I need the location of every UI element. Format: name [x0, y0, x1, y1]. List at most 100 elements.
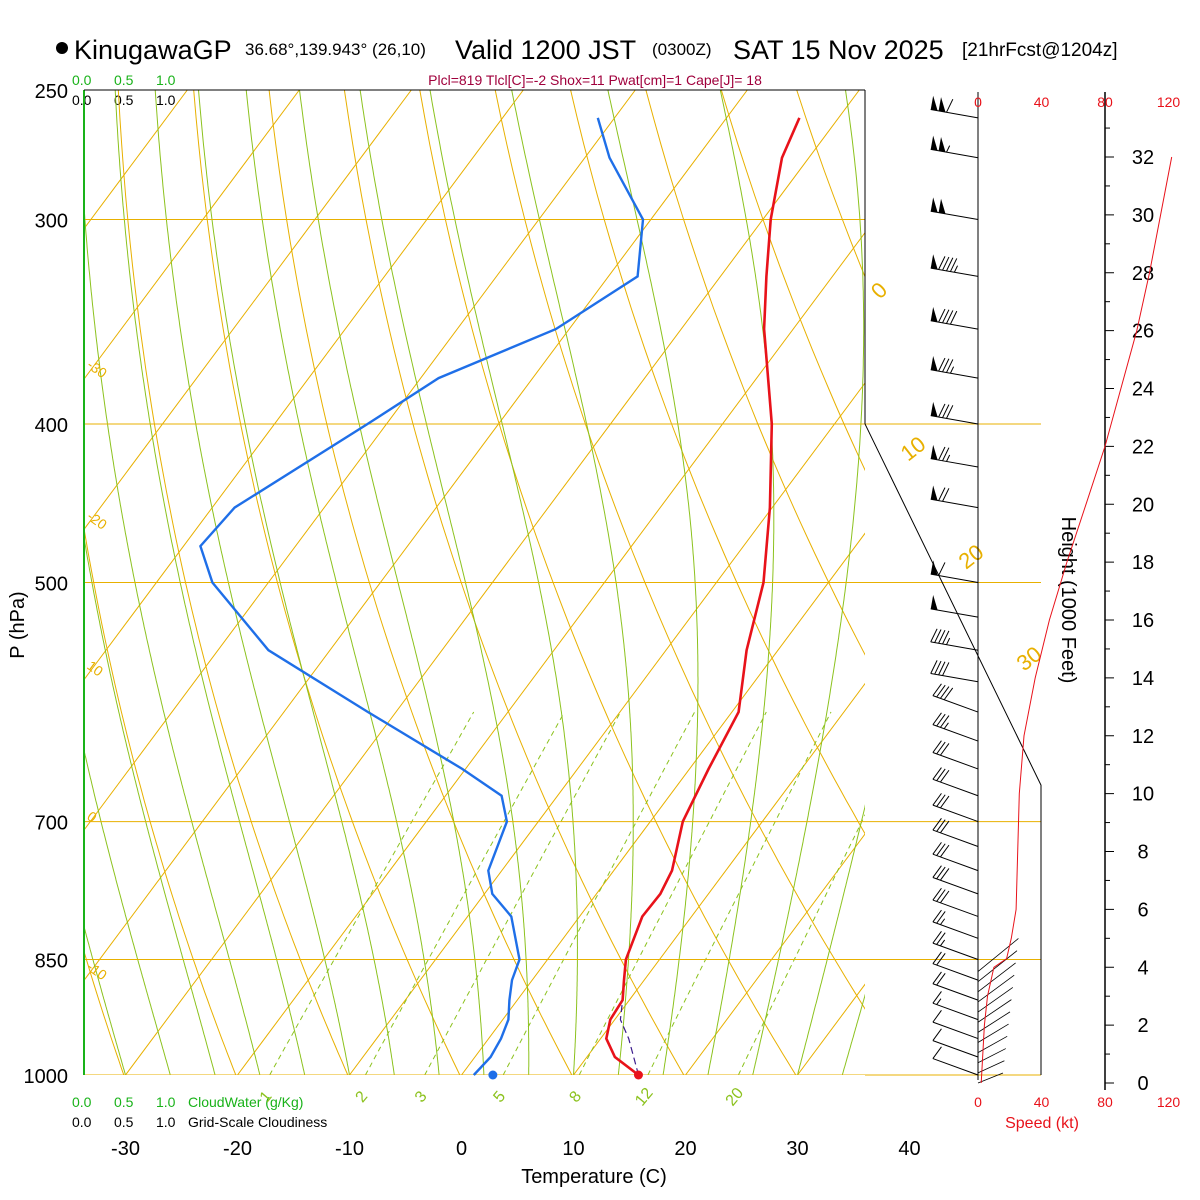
- temperature-tick-label: -20: [223, 1138, 252, 1160]
- height-tick-label: 24: [1132, 379, 1154, 401]
- wind-barb-full: [946, 405, 954, 419]
- wind-barb-full: [940, 769, 950, 783]
- wind-barb-full: [942, 488, 950, 502]
- wind-barb-half: [946, 637, 951, 645]
- wind-barb: [930, 95, 979, 119]
- wind-barb-full: [930, 628, 938, 643]
- wind-barb-staff: [930, 672, 979, 683]
- surface-dewpoint-point: [488, 1070, 498, 1080]
- wind-barb-full: [936, 932, 946, 945]
- wind-barb-staff: [930, 573, 979, 583]
- moist-adiabat-line: [607, 90, 699, 1075]
- wind-barb: [932, 971, 979, 1001]
- isotherm-line: [573, 682, 865, 1075]
- wind-barb-full: [940, 820, 950, 834]
- wind-barb: [932, 1028, 979, 1058]
- pressure-tick-label: 250: [35, 81, 68, 103]
- wind-barb: [930, 197, 979, 221]
- height-tick-label: 0: [1137, 1073, 1148, 1095]
- wind-barb: [930, 444, 979, 468]
- isotherm-label: -30: [84, 356, 110, 381]
- height-tick-label: 32: [1132, 147, 1154, 169]
- temperature-tick-label: 10: [562, 1138, 584, 1160]
- wind-barb-staff: [932, 1002, 979, 1021]
- gridscale-label: Grid-Scale Cloudiness: [188, 1114, 327, 1130]
- wind-barb-staff: [932, 804, 979, 823]
- pressure-tick-label: 1000: [24, 1066, 69, 1088]
- valid-time: Valid 1200 JST: [455, 35, 636, 65]
- cloud-gs-top-1: 0.5: [114, 92, 134, 108]
- low-level-wind-line: [977, 1072, 1004, 1084]
- height-tick-label: 10: [1132, 784, 1154, 806]
- wind-barb-full: [934, 629, 942, 643]
- dry-adiabat-line: [494, 90, 865, 1010]
- mixing-ratio-label: 8: [566, 1088, 585, 1106]
- mixing-ratio-line: [578, 711, 767, 1075]
- wind-barb-half: [946, 454, 951, 462]
- height-tick-label: 14: [1132, 668, 1154, 690]
- wind-barb-flag: [930, 197, 938, 213]
- isobar-lines: [84, 90, 865, 1075]
- moist-adiabat-line: [84, 748, 171, 1075]
- wind-barb-full: [942, 404, 950, 418]
- wind-barb-half: [943, 722, 949, 730]
- wind-barb-full: [930, 660, 938, 674]
- wind-barb-full: [946, 257, 954, 272]
- wind-barb-half: [940, 918, 946, 925]
- pressure-tick-label: 850: [35, 951, 68, 973]
- height-tick-label: 18: [1132, 552, 1154, 574]
- speed-axis-title: Speed (kt): [1005, 1115, 1079, 1132]
- wind-barb: [932, 1046, 979, 1076]
- wind-barb-full: [938, 562, 946, 576]
- theta-label: 0: [866, 277, 892, 303]
- wind-barb-staff: [932, 942, 979, 960]
- wind-barb-full: [940, 715, 950, 728]
- parcel-path-line: [619, 1000, 640, 1076]
- wind-barb: [932, 951, 979, 981]
- wind-barb: [932, 865, 979, 895]
- wind-barb-staff: [932, 1021, 979, 1040]
- wind-barb-full: [936, 684, 946, 698]
- wind-barb-full: [936, 843, 946, 856]
- wind-barb-half: [936, 998, 942, 1005]
- wind-barb-full: [940, 743, 950, 756]
- dry-adiabat-line: [1160, 61, 1200, 1110]
- wind-barb-full: [946, 359, 954, 373]
- wind-barb-flag: [930, 595, 938, 611]
- wind-barb-full: [938, 256, 946, 270]
- wind-barb: [930, 135, 979, 159]
- mixing-ratio-label: 2: [353, 1088, 372, 1106]
- wind-barb: [930, 595, 979, 618]
- wind-barb-full: [938, 629, 946, 644]
- wind-barb: [930, 306, 979, 330]
- wind-barb-full: [936, 819, 946, 832]
- isotherm-label: -20: [84, 508, 110, 533]
- wind-barb-full: [932, 931, 942, 944]
- wind-barb-full: [936, 889, 946, 902]
- dry-adiabat-line: [84, 525, 237, 1075]
- valid-utc: (0300Z): [652, 40, 712, 59]
- temperature-line: [604, 117, 801, 1077]
- cloud-scale-top: 0.0 0.5 1.0 0.0 0.5 1.0: [72, 72, 176, 108]
- cloud-gs-top-2: 1.0: [156, 92, 176, 108]
- wind-barb-full: [932, 712, 942, 725]
- wind-barb-flag: [938, 136, 946, 152]
- wind-barb-staff: [930, 498, 979, 509]
- height-tick-label: 22: [1132, 436, 1154, 458]
- cloudwater-label: CloudWater (g/Kg): [188, 1094, 303, 1110]
- wind-barb-staff: [932, 963, 979, 981]
- wind-barb: [932, 1010, 979, 1040]
- speed-tick-bottom: 120: [1157, 1094, 1181, 1110]
- surface-temperature-point: [633, 1070, 643, 1080]
- wind-barb-full: [932, 767, 942, 780]
- height-tick-label: 30: [1132, 205, 1154, 227]
- low-level-wind-line: [977, 987, 1014, 1013]
- wind-barb: [932, 767, 979, 797]
- speed-tick-bottom: 40: [1034, 1094, 1050, 1110]
- cloud-cw-top-1: 0.5: [114, 72, 134, 88]
- temperature-tick-label: -10: [335, 1138, 364, 1160]
- wind-barb: [930, 355, 979, 379]
- low-level-wind-line: [977, 938, 1019, 972]
- height-axis-title: Height (1000 Feet): [1057, 517, 1079, 684]
